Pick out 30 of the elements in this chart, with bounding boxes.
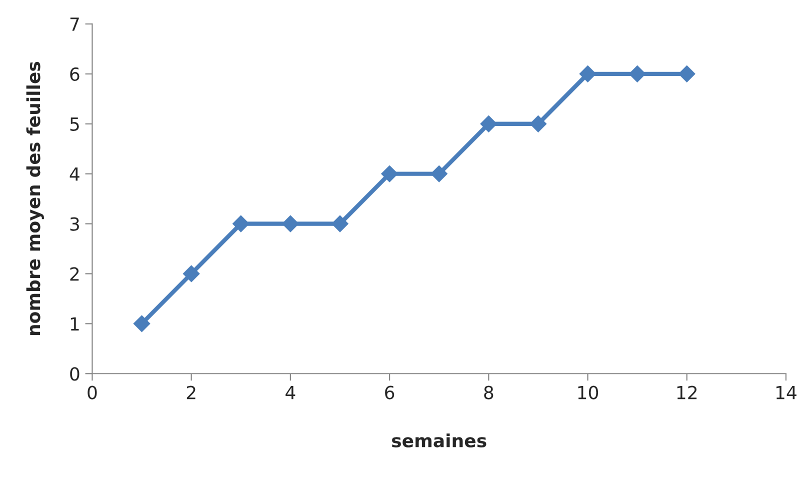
x-tick-label: 6	[385, 386, 394, 400]
point	[133, 315, 150, 332]
x-tick-label: 12	[677, 386, 697, 400]
y-tick-label: 0	[70, 367, 80, 381]
point	[232, 215, 250, 232]
x-tick-label: 2	[186, 386, 196, 400]
point	[579, 66, 596, 82]
y-tick-label: 1	[70, 317, 79, 331]
y-axis-title: nombre moyen des feuilles	[26, 62, 44, 336]
point	[678, 66, 696, 82]
y-tick-label: 3	[70, 217, 79, 231]
x-tick-label: 10	[578, 386, 598, 400]
y-tick-label: 5	[70, 118, 79, 131]
y-tick-label: 4	[70, 168, 80, 181]
point	[430, 165, 448, 182]
y-tick-label: 7	[70, 18, 79, 31]
x-tick-label: 0	[88, 386, 97, 400]
x-tick-label: 8	[484, 386, 494, 400]
x-tick-label: 4	[286, 386, 296, 400]
x-axis-title: semaines	[392, 433, 486, 448]
point	[628, 66, 646, 82]
point	[480, 115, 498, 132]
y-tick-label: 2	[70, 267, 79, 281]
point	[332, 215, 348, 232]
x-tick-label: 14	[776, 386, 796, 400]
point	[381, 165, 398, 182]
point	[530, 115, 547, 132]
point	[182, 265, 200, 282]
point	[282, 215, 299, 232]
y-tick-label: 6	[70, 67, 80, 82]
